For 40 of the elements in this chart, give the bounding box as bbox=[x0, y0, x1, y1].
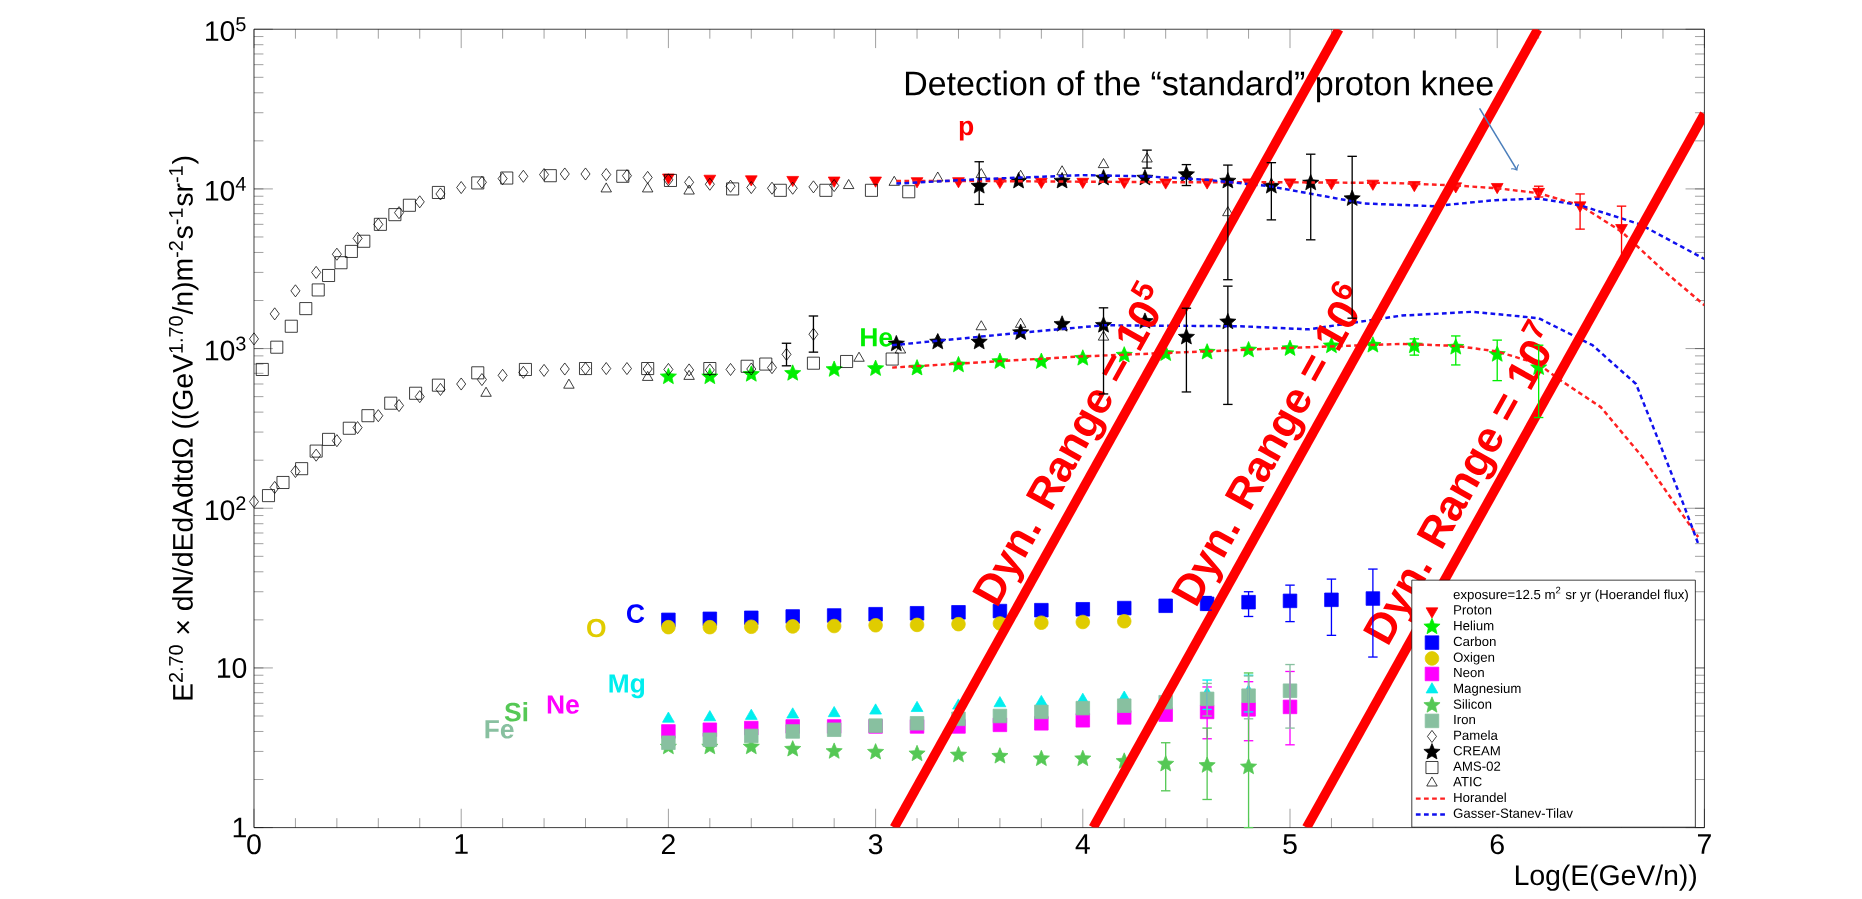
x-tick-label: 5 bbox=[1283, 834, 1297, 854]
legend-label: Silicon bbox=[1453, 698, 1492, 709]
annotation: Ne bbox=[547, 695, 579, 714]
legend-label: Horandel bbox=[1454, 792, 1506, 802]
legend-label: Pamela bbox=[1454, 730, 1498, 740]
annotation: Mg bbox=[609, 674, 645, 699]
annotation: Si bbox=[504, 701, 528, 722]
legend-title: exposure=12.5 m$^{2}$ sr yr (Hoerandel flux) bbox=[1453, 586, 1688, 602]
annotation: Detection of the “standard” proton knee bbox=[905, 70, 1493, 103]
annotation: O bbox=[587, 618, 606, 638]
y-tick-label: 10 bbox=[217, 657, 247, 678]
legend-label: CREAM bbox=[1453, 745, 1500, 756]
y-tick-label: 10$^{3}$ bbox=[206, 336, 246, 361]
legend-label: Magnesium bbox=[1454, 683, 1521, 696]
annotation: Fe bbox=[485, 720, 514, 739]
legend-label: Helium bbox=[1454, 620, 1494, 631]
y-tick-label: 10$^{4}$ bbox=[206, 176, 246, 201]
text: E$^{2.70}$ × dN/dEdAdtdΩ ((GeV$^{1.70}$/n)m$^{-2}$s$^{-1}$sr$^{-1}$) bbox=[168, 156, 199, 700]
legend-label: Carbon bbox=[1453, 636, 1496, 646]
x-tick-label: 4 bbox=[1075, 834, 1090, 854]
y-tick-label: 10$^{2}$ bbox=[206, 496, 246, 521]
x-tick-label: 7 bbox=[1697, 834, 1711, 854]
legend-label: Oxigen bbox=[1453, 652, 1495, 665]
x-axis-title: Log(E(GeV/n)) bbox=[1515, 864, 1696, 891]
x-tick-label: 1 bbox=[455, 834, 468, 854]
x-tick-label: 6 bbox=[1490, 834, 1504, 855]
annotation: C bbox=[627, 604, 645, 623]
y-tick-label: 10$^{5}$ bbox=[206, 17, 246, 41]
legend-label: Gasser-Stanev-Tilav bbox=[1453, 808, 1573, 818]
x-tick-label: 3 bbox=[868, 834, 883, 855]
legend-label: Neon bbox=[1454, 667, 1484, 678]
annotation: He bbox=[861, 328, 893, 347]
annotation: p bbox=[959, 120, 974, 141]
y-tick-label: 1 bbox=[233, 817, 246, 838]
x-tick-label: 2 bbox=[661, 834, 675, 854]
legend-label: AMS-02 bbox=[1453, 761, 1501, 771]
x-tick-label: 0 bbox=[247, 834, 261, 855]
legend-label: Iron bbox=[1454, 714, 1475, 724]
legend-label: ATIC bbox=[1453, 776, 1482, 787]
legend-label: Proton bbox=[1454, 605, 1492, 615]
